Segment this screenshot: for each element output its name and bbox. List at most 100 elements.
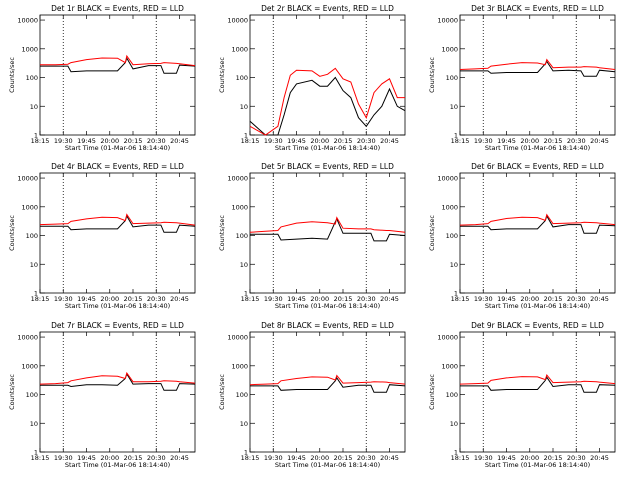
plot-frame (459, 172, 616, 294)
plot-frame (249, 331, 406, 453)
y-tick-label: 1 (34, 449, 38, 457)
x-tick-label: 19:30 (264, 137, 283, 145)
y-tick-label: 10000 (17, 334, 38, 342)
x-tick-label: 20:15 (334, 137, 353, 145)
y-tick-label: 10 (450, 261, 458, 269)
plot-frame (39, 172, 196, 294)
y-tick-label: 10000 (437, 334, 458, 342)
y-tick-label: 100 (236, 391, 248, 399)
x-tick-label: 20:00 (520, 137, 539, 145)
x-axis-label: Start Time (01-Mar-06 18:14:40) (485, 144, 590, 152)
x-tick-label: 19:45 (287, 454, 306, 462)
y-axis-label: Counts/sec (428, 57, 436, 93)
x-axis-label: Start Time (01-Mar-06 18:14:40) (65, 461, 170, 469)
y-axis-label: Counts/sec (8, 374, 16, 410)
y-axis-label: Counts/sec (218, 374, 226, 410)
y-axis-label: Counts/sec (8, 215, 16, 251)
x-tick-label: 20:00 (100, 295, 119, 303)
y-tick-label: 1 (454, 290, 458, 298)
plot-frame (249, 172, 406, 294)
panel-title: Det 3r BLACK = Events, RED = LLD (471, 4, 604, 13)
y-axis-label: Counts/sec (218, 215, 226, 251)
x-tick-label: 20:15 (334, 454, 353, 462)
x-tick-label: 20:45 (170, 295, 189, 303)
x-tick-label: 20:45 (590, 454, 609, 462)
y-tick-label: 1 (244, 449, 248, 457)
y-tick-label: 100 (446, 391, 458, 399)
y-tick-label: 10 (450, 420, 458, 428)
y-tick-label: 10 (240, 261, 248, 269)
y-axis-label: Counts/sec (428, 374, 436, 410)
series-lld-line (249, 374, 406, 386)
series-lld-line (249, 67, 405, 136)
panel-title: Det 4r BLACK = Events, RED = LLD (51, 162, 184, 171)
panel-title: Det 6r BLACK = Events, RED = LLD (471, 162, 604, 171)
series-events-line (249, 76, 406, 136)
panel-5: Det 5r BLACK = Events, RED = LLD 1 10 100 10… (218, 162, 406, 310)
y-tick-label: 10 (30, 420, 38, 428)
x-tick-label: 18:15 (31, 454, 50, 462)
y-tick-label: 1 (244, 132, 248, 140)
y-tick-label: 1000 (231, 362, 248, 370)
y-axis-label: Counts/sec (8, 57, 16, 93)
y-tick-label: 10 (240, 103, 248, 111)
y-tick-label: 1000 (441, 203, 458, 211)
y-tick-label: 1 (244, 290, 248, 298)
x-tick-label: 18:15 (31, 295, 50, 303)
panel-1: Det 1r BLACK = Events, RED = LLD 1 10 100 10… (8, 4, 196, 152)
x-tick-label: 19:30 (54, 454, 73, 462)
x-tick-label: 19:30 (54, 137, 73, 145)
x-tick-label: 20:00 (310, 137, 329, 145)
panel-title: Det 5r BLACK = Events, RED = LLD (261, 162, 394, 171)
y-tick-label: 1 (454, 132, 458, 140)
x-tick-label: 20:15 (544, 454, 563, 462)
series-lld-line (249, 216, 406, 233)
x-tick-label: 19:45 (77, 295, 96, 303)
panel-3: Det 3r BLACK = Events, RED = LLD 1 10 100 10… (428, 4, 616, 152)
x-tick-label: 20:00 (100, 454, 119, 462)
y-tick-label: 1 (34, 290, 38, 298)
series-events-line (460, 376, 616, 393)
x-tick-label: 18:15 (451, 295, 470, 303)
y-tick-label: 1000 (231, 203, 248, 211)
x-tick-label: 20:00 (100, 137, 119, 145)
x-tick-label: 19:45 (287, 295, 306, 303)
x-tick-label: 20:45 (590, 295, 609, 303)
y-tick-label: 1000 (21, 45, 38, 53)
y-tick-label: 100 (236, 232, 248, 240)
x-tick-label: 18:15 (241, 137, 260, 145)
x-tick-label: 19:45 (497, 295, 516, 303)
y-tick-label: 10000 (227, 334, 248, 342)
x-axis-label: Start Time (01-Mar-06 18:14:40) (275, 461, 380, 469)
x-tick-label: 20:15 (544, 295, 563, 303)
x-tick-label: 20:00 (310, 295, 329, 303)
y-tick-label: 10 (240, 420, 248, 428)
panel-2: Det 2r BLACK = Events, RED = LLD 1 10 100 10… (218, 4, 406, 152)
x-tick-label: 18:15 (451, 137, 470, 145)
x-tick-label: 19:45 (497, 137, 516, 145)
y-tick-label: 100 (26, 74, 38, 82)
series-lld-line (459, 373, 616, 385)
panel-title: Det 2r BLACK = Events, RED = LLD (261, 4, 394, 13)
y-tick-label: 10 (30, 261, 38, 269)
x-tick-label: 20:15 (544, 137, 563, 145)
x-tick-label: 19:30 (264, 454, 283, 462)
x-axis-label: Start Time (01-Mar-06 18:14:40) (65, 144, 170, 152)
y-axis-label: Counts/sec (218, 57, 226, 93)
series-lld-line (459, 213, 616, 226)
panel-title: Det 8r BLACK = Events, RED = LLD (261, 321, 394, 330)
y-tick-label: 100 (26, 391, 38, 399)
y-axis-label: Counts/sec (428, 215, 436, 251)
x-tick-label: 20:00 (520, 454, 539, 462)
series-lld-line (459, 58, 616, 70)
x-tick-label: 20:30 (567, 454, 586, 462)
panel-title: Det 9r BLACK = Events, RED = LLD (471, 321, 604, 330)
x-tick-label: 20:15 (334, 295, 353, 303)
x-tick-label: 20:30 (357, 295, 376, 303)
x-axis-label: Start Time (01-Mar-06 18:14:40) (275, 302, 380, 310)
x-tick-label: 20:00 (310, 454, 329, 462)
panel-6: Det 6r BLACK = Events, RED = LLD 1 10 100 10… (428, 162, 616, 310)
y-tick-label: 1 (34, 132, 38, 140)
x-tick-label: 20:45 (380, 137, 399, 145)
series-lld-line (40, 54, 196, 67)
